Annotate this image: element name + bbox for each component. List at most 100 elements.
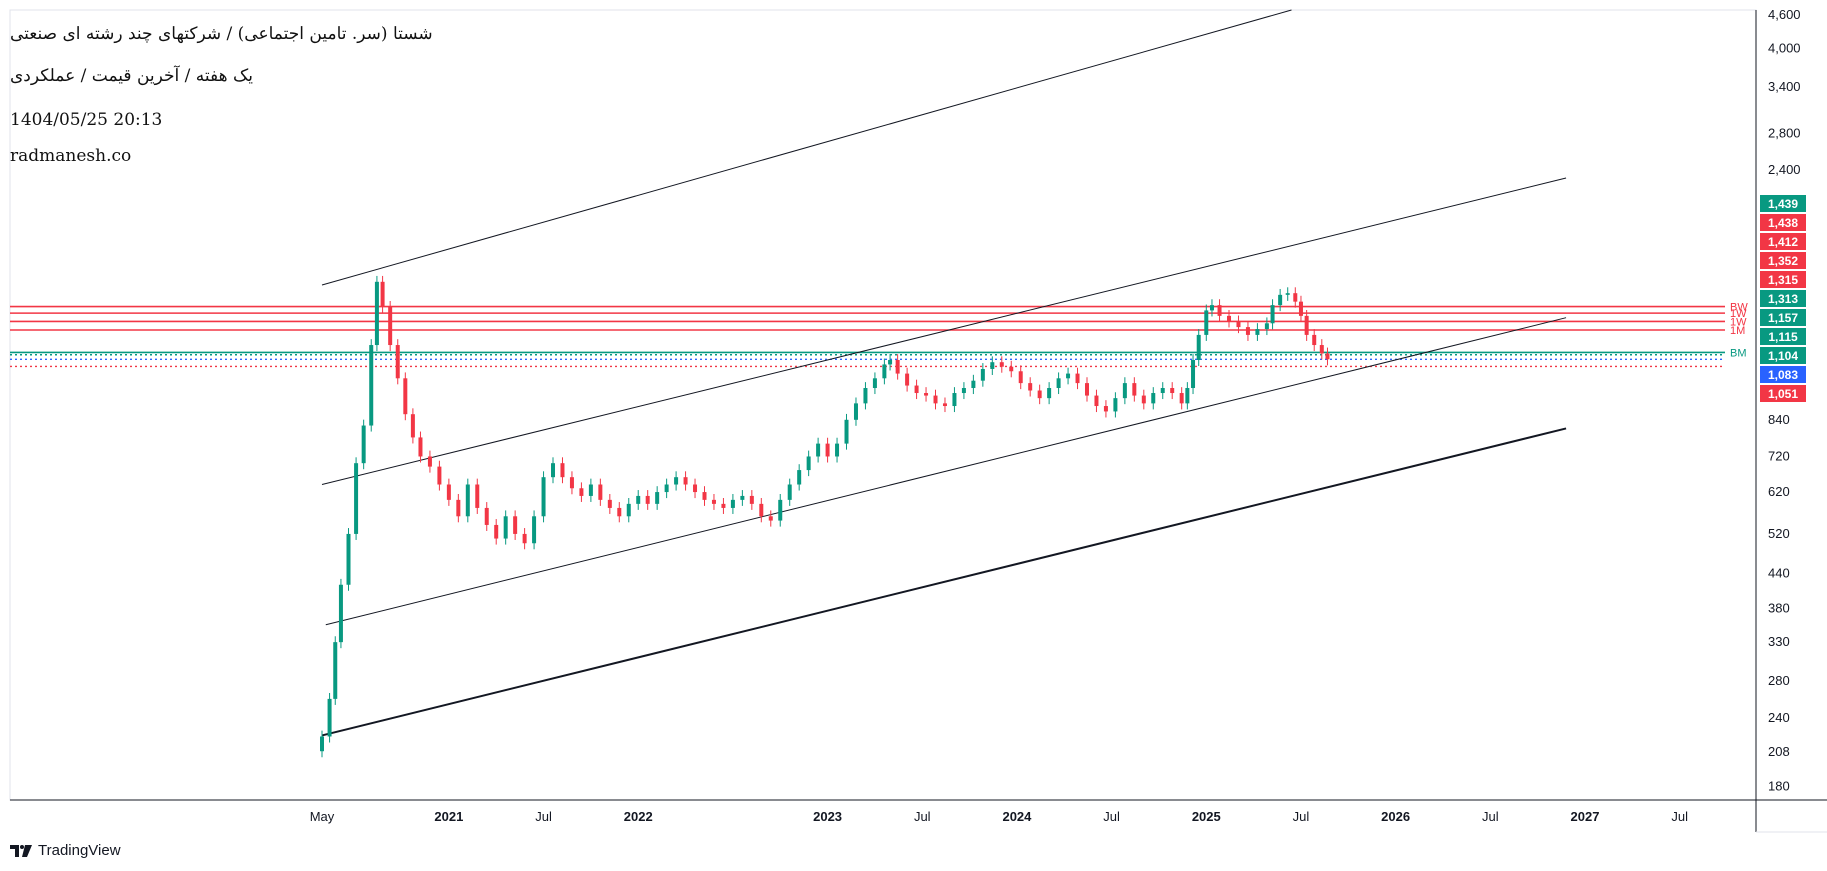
level-tag-1: 1W <box>1730 308 1747 320</box>
candle-body-37 <box>636 495 641 504</box>
candle-body-1 <box>327 698 332 737</box>
price-tick-8: 520 <box>1768 526 1790 541</box>
candle-body-26 <box>532 516 537 544</box>
candle-body-81 <box>1047 388 1052 399</box>
price-axis-labels: 4,600 4,000 3,400 2,800 2,400 840 720 620 520 440… <box>1768 7 1801 793</box>
candle-body-28 <box>551 463 556 478</box>
channel-line-1 <box>321 177 1567 485</box>
candle-body-8 <box>374 281 379 346</box>
candle-body-30 <box>569 477 574 489</box>
candle-body-95 <box>1179 393 1184 404</box>
price-tag-0: 1,439 <box>1768 197 1798 211</box>
candle-body-35 <box>617 507 622 517</box>
candle-body-38 <box>645 495 650 504</box>
candle-body-60 <box>853 403 858 420</box>
candle-body-31 <box>579 488 584 496</box>
time-tick-13: Jul <box>1671 809 1688 824</box>
candle-body-50 <box>759 503 764 517</box>
candle-body-107 <box>1270 305 1275 324</box>
tradingview-logo[interactable]: TradingView <box>10 842 121 859</box>
candle-body-52 <box>778 499 783 521</box>
candle-body-42 <box>683 477 688 485</box>
candle-body-51 <box>768 516 773 521</box>
candle-body-7 <box>369 345 374 426</box>
candle-body-89 <box>1122 383 1127 399</box>
channel-line-0 <box>321 9 1292 286</box>
candle-body-104 <box>1245 327 1250 335</box>
time-tick-11: Jul <box>1482 809 1499 824</box>
candle-body-90 <box>1132 383 1137 396</box>
price-tick-3: 2,800 <box>1768 125 1801 140</box>
price-tag-bg-6 <box>1760 309 1806 326</box>
chart-subtitle: یک هفته / آخرین قیمت / عملکردی <box>10 66 253 86</box>
price-tag-8: 1,104 <box>1768 349 1798 363</box>
candle-body-34 <box>607 499 612 508</box>
price-tick-6: 720 <box>1768 448 1790 463</box>
plot-area[interactable] <box>9 9 1757 801</box>
candle-body-21 <box>484 507 489 525</box>
candle-body-24 <box>513 516 518 534</box>
candle-body-77 <box>1009 366 1014 372</box>
candle-body-2 <box>333 642 338 699</box>
candle-body-105 <box>1255 329 1260 335</box>
candle-body-57 <box>825 443 830 457</box>
time-tick-0: May <box>310 809 335 824</box>
candle-body-10 <box>388 306 393 346</box>
candle-body-68 <box>924 393 929 396</box>
candle-body-27 <box>541 477 546 517</box>
price-tag-10: 1,051 <box>1768 387 1798 401</box>
candle-body-69 <box>933 395 938 404</box>
price-tick-9: 440 <box>1768 566 1790 581</box>
price-tag-bg-7 <box>1760 328 1806 345</box>
price-tag-6: 1,157 <box>1768 311 1798 325</box>
level-tag-4: BM <box>1730 347 1747 359</box>
candle-body-100 <box>1209 305 1214 311</box>
price-tag-bg-1 <box>1760 214 1806 231</box>
price-tick-1: 4,000 <box>1768 40 1801 55</box>
candle-body-97 <box>1191 359 1196 389</box>
candle-body-25 <box>522 533 527 544</box>
candle-body-9 <box>380 281 385 307</box>
candle-body-23 <box>503 516 508 539</box>
candle-body-70 <box>942 403 947 407</box>
candle-body-88 <box>1113 398 1118 412</box>
candle-body-11 <box>395 345 400 379</box>
candle-body-29 <box>560 463 565 478</box>
price-tag-bg-2 <box>1760 233 1806 250</box>
channel-line-2 <box>325 317 1567 626</box>
candle-body-101 <box>1217 305 1222 316</box>
price-tick-2: 3,400 <box>1768 79 1801 94</box>
candle-body-64 <box>888 359 893 365</box>
candle-body-17 <box>446 484 451 500</box>
price-tag-bg-0 <box>1760 195 1806 212</box>
candle-body-112 <box>1304 315 1309 335</box>
candle-body-55 <box>806 456 811 471</box>
price-tag-5: 1,313 <box>1768 292 1798 306</box>
candles <box>320 275 1330 758</box>
chart-datetime: 1404/05/25 20:13 <box>10 110 163 130</box>
price-tick-10: 380 <box>1768 601 1790 616</box>
candle-body-67 <box>914 385 919 394</box>
candle-body-111 <box>1298 301 1303 316</box>
candle-body-22 <box>494 524 499 539</box>
time-tick-2: Jul <box>535 809 552 824</box>
candle-body-79 <box>1028 383 1033 391</box>
candle-body-19 <box>465 484 470 517</box>
candle-body-33 <box>598 484 603 500</box>
candle-body-14 <box>418 437 423 457</box>
tradingview-mark-icon <box>10 844 32 857</box>
price-tag-labels: 1,439 1,438 1,412 1,352 1,315 1,313 1,157 1,115… <box>1760 195 1806 402</box>
candle-body-80 <box>1037 390 1042 399</box>
price-tick-14: 208 <box>1768 744 1790 759</box>
tradingview-brand: TradingView <box>38 842 121 859</box>
candle-body-65 <box>895 359 900 374</box>
candle-body-94 <box>1170 388 1175 394</box>
candle-body-53 <box>787 484 792 500</box>
channel-lines <box>321 9 1567 737</box>
time-tick-12: 2027 <box>1571 809 1600 824</box>
candle-body-3 <box>338 584 343 643</box>
time-tick-6: 2024 <box>1002 809 1032 824</box>
candle-body-72 <box>961 388 966 394</box>
time-axis-labels: May 2021 Jul 2022 2023 Jul 2024 Jul 2025 Jul 2026 J… <box>310 809 1688 824</box>
